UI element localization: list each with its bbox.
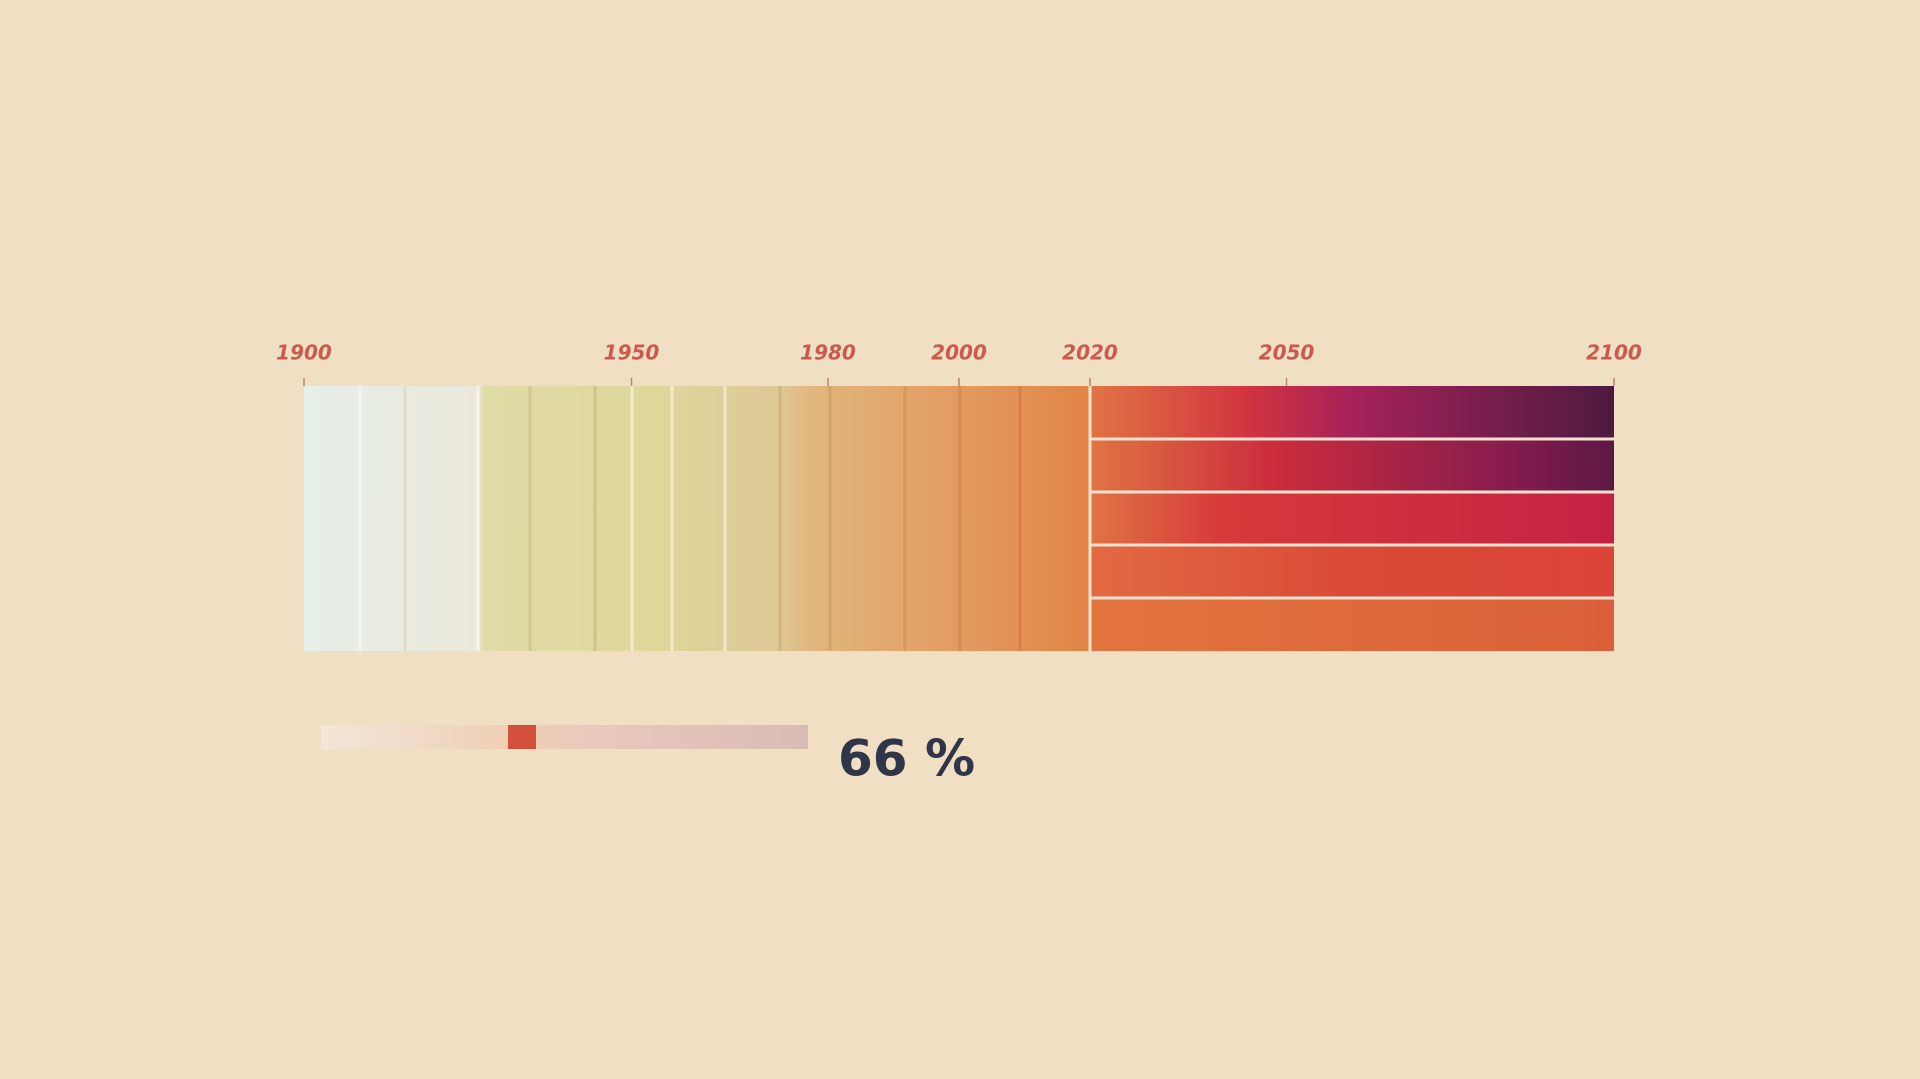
- stripe-texture: [358, 386, 1022, 651]
- scenario-stripes: [1090, 439, 1614, 492]
- row-separators: [1088, 386, 1614, 651]
- progress-marker: [508, 725, 536, 749]
- x-tick-label: 2050: [1259, 341, 1315, 365]
- scenario-stripes: [1090, 492, 1614, 545]
- scenario-stripes: [1090, 545, 1614, 598]
- scenario-stripes: [1090, 386, 1614, 439]
- historical-stripes: [304, 386, 1090, 651]
- x-tick-label: 2020: [1062, 341, 1118, 365]
- x-tick-label: 2100: [1586, 341, 1642, 365]
- x-tick-label: 2000: [931, 341, 987, 365]
- scenario-stripes: [1090, 598, 1614, 651]
- x-tick-label: 1950: [604, 341, 660, 365]
- readout: 66 %: [838, 730, 975, 788]
- x-tick-label: 1980: [800, 341, 856, 365]
- x-tick-label: 1900: [276, 341, 332, 365]
- progress-bar: [321, 725, 808, 749]
